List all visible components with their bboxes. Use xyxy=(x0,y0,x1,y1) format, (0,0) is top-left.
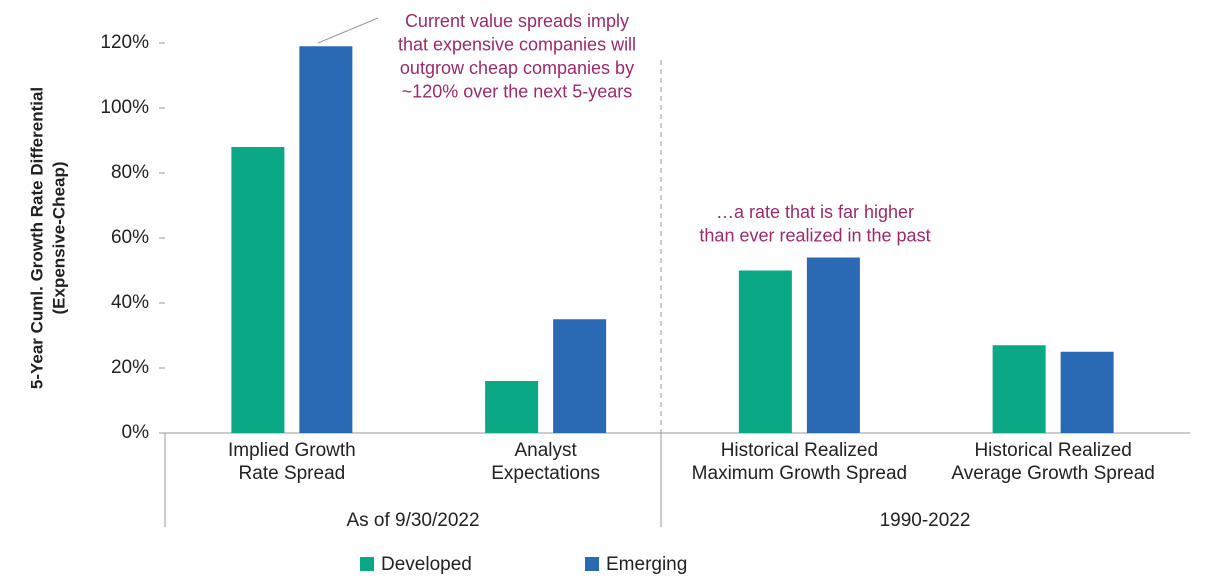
bar xyxy=(1060,351,1114,433)
annotation: Current value spreads imply xyxy=(405,11,629,31)
y-tick-label: 100% xyxy=(100,97,149,118)
legend-label: Emerging xyxy=(606,554,687,575)
annotation: ~120% over the next 5-years xyxy=(402,81,633,101)
bar xyxy=(738,270,792,433)
y-tick-label: 0% xyxy=(122,422,150,443)
y-axis-title-line: (Expensive-Cheap) xyxy=(49,161,68,314)
bar xyxy=(992,345,1046,433)
y-tick-label: 60% xyxy=(111,227,149,248)
x-tick-label: Rate Spread xyxy=(239,463,346,484)
y-tick-label: 40% xyxy=(111,292,149,313)
bar xyxy=(806,257,860,433)
y-tick-label: 80% xyxy=(111,162,149,183)
annotation: that expensive companies will xyxy=(398,34,636,54)
legend-swatch xyxy=(585,557,599,571)
y-tick-label: 120% xyxy=(100,32,149,53)
x-tick-label: Implied Growth xyxy=(228,440,356,461)
x-tick-label: Analyst xyxy=(514,440,577,461)
y-axis-title-line: 5-Year Cuml. Growth Rate Differential xyxy=(27,87,46,389)
legend-swatch xyxy=(360,557,374,571)
x-tick-label: Historical Realized xyxy=(974,440,1131,461)
bar xyxy=(299,46,353,433)
x-tick-label: Expectations xyxy=(491,463,600,484)
bar xyxy=(485,381,539,433)
annotation: than ever realized in the past xyxy=(699,225,930,245)
legend-label: Developed xyxy=(381,554,472,575)
y-axis-title: 5-Year Cuml. Growth Rate Differential (E… xyxy=(27,87,68,389)
annotation-leader xyxy=(317,17,379,44)
x-tick-label: Historical Realized xyxy=(721,440,878,461)
annotation: outgrow cheap companies by xyxy=(400,58,634,78)
x-tick-label: Average Growth Spread xyxy=(951,463,1155,484)
x-tick-label: Maximum Growth Spread xyxy=(692,463,907,484)
annotation: …a rate that is far higher xyxy=(716,202,914,222)
bar xyxy=(231,147,285,433)
group-label: 1990-2022 xyxy=(880,510,971,531)
y-tick-label: 20% xyxy=(111,357,149,378)
group-label: As of 9/30/2022 xyxy=(346,510,479,531)
bar xyxy=(553,319,607,433)
